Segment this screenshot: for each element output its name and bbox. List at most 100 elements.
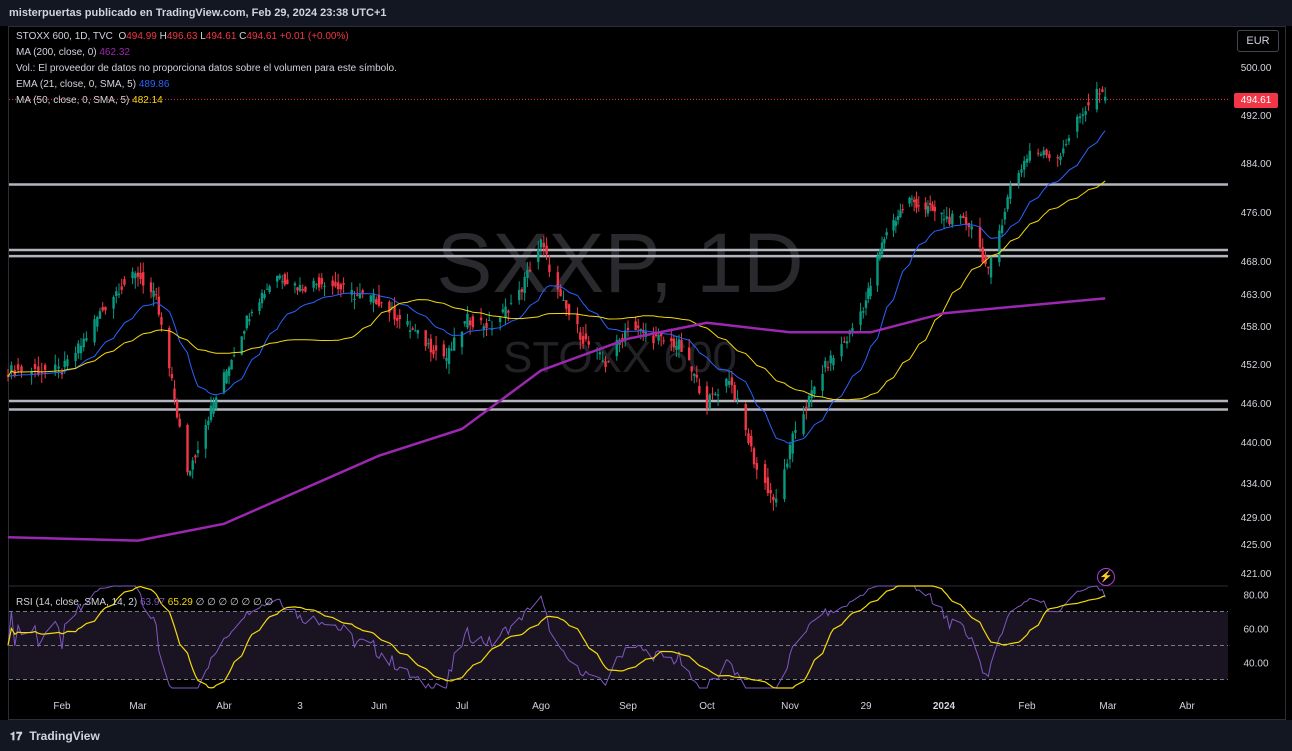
rsi-tick-label: 60.00	[1243, 625, 1268, 636]
candle-body	[424, 330, 427, 347]
ma200-legend[interactable]: MA (200, close, 0) 462.32	[16, 47, 130, 58]
candle-body	[675, 345, 678, 350]
volume-legend[interactable]: Vol.: El proveedor de datos no proporcio…	[16, 63, 397, 74]
candle-body	[427, 343, 430, 345]
price-tick-label: 434.00	[1241, 479, 1272, 490]
candle-body	[829, 355, 832, 364]
candle-body	[864, 300, 868, 308]
candle-body	[896, 216, 900, 220]
candle-body	[227, 367, 231, 376]
price-tick-label: 421.00	[1241, 569, 1272, 580]
candle-body	[281, 281, 284, 283]
candle-body	[463, 321, 466, 324]
price-tick-label: 476.00	[1241, 208, 1272, 219]
candle-body	[115, 291, 118, 296]
last-price-badge: 494.61	[1234, 93, 1278, 108]
candle-body	[120, 286, 123, 290]
candle-body	[104, 306, 107, 311]
footer-brand: TradingView	[29, 729, 100, 743]
tradingview-logo[interactable]: 𝟏𝟕 TradingView	[10, 729, 100, 744]
candle-body	[526, 270, 529, 278]
close-value: 494.61	[246, 31, 277, 42]
candle-body	[243, 331, 246, 334]
time-tick-label: Oct	[699, 701, 715, 712]
candle-body	[1020, 169, 1023, 173]
candle-body	[33, 364, 37, 369]
candle-body	[85, 338, 88, 341]
candle-body	[225, 370, 228, 384]
candle-body	[687, 347, 691, 360]
candle-body	[791, 433, 794, 454]
candle-body	[369, 295, 373, 302]
candle-body	[43, 364, 47, 371]
candle-body	[155, 294, 158, 296]
candle-body	[188, 471, 192, 476]
price-tick-label: 440.00	[1241, 438, 1272, 449]
candle-body	[408, 330, 412, 332]
candle-body	[766, 477, 770, 494]
candle-body	[209, 405, 213, 421]
candle-body	[149, 282, 153, 293]
candle-body	[639, 328, 642, 331]
candle-body	[899, 210, 902, 217]
rsi-legend[interactable]: RSI (14, close, SMA, 14, 2) 63.97 65.29 …	[16, 597, 273, 608]
candle-body	[878, 252, 881, 259]
candle-body	[862, 311, 865, 313]
candle-body	[604, 361, 607, 368]
candle-body	[783, 469, 786, 500]
candle-body	[518, 289, 521, 301]
candle-body	[178, 418, 181, 427]
candle-body	[880, 242, 884, 255]
candle-body	[642, 330, 645, 333]
candle-body	[752, 448, 756, 465]
ma200-value: 462.32	[99, 47, 130, 58]
candle-body	[296, 287, 299, 291]
rsi-tick-label: 40.00	[1243, 659, 1268, 670]
candle-body	[445, 358, 448, 361]
candle-body	[74, 352, 77, 362]
candle-body	[523, 276, 526, 293]
candle-body	[652, 335, 655, 344]
candle-body	[851, 328, 854, 333]
candle-body	[1003, 211, 1007, 220]
ma50-legend[interactable]: MA (50, close, 0, SMA, 5) 482.14	[16, 95, 163, 106]
ma50-line	[7, 180, 1106, 401]
candle-body	[278, 275, 281, 279]
ema21-line	[7, 130, 1106, 444]
candle-body	[101, 306, 104, 311]
candle-body	[892, 219, 895, 231]
candle-body	[774, 498, 778, 503]
candle-body	[970, 226, 973, 230]
candle-body	[528, 269, 532, 272]
low-label: L	[200, 31, 206, 42]
candle-body	[207, 420, 210, 425]
candle-body	[301, 289, 304, 291]
candle-body	[334, 281, 337, 287]
candle-body	[901, 208, 904, 211]
ma200-line	[7, 297, 1106, 542]
lightning-icon[interactable]: ⚡	[1097, 568, 1115, 586]
candle-body	[598, 352, 602, 355]
candle-body	[695, 374, 699, 378]
candle-body	[248, 319, 251, 322]
candle-body	[959, 216, 962, 219]
candle-body	[727, 380, 731, 385]
candle-body	[772, 496, 775, 501]
candle-body	[545, 245, 548, 255]
candle-body	[601, 360, 604, 362]
candle-body	[377, 294, 381, 306]
rsi-tick-label: 80.00	[1243, 591, 1268, 602]
currency-button[interactable]: EUR	[1237, 30, 1279, 52]
time-tick-label: Jun	[371, 701, 387, 712]
price-tick-label: 425.00	[1241, 540, 1272, 551]
candle-body	[802, 414, 805, 435]
time-tick-label: Ago	[532, 701, 550, 712]
price-tick-label: 452.00	[1241, 360, 1272, 371]
candle-body	[539, 239, 543, 248]
candle-body	[117, 293, 121, 296]
candle-body	[805, 406, 808, 410]
candle-body	[380, 302, 383, 304]
candle-body	[411, 328, 414, 330]
ema21-legend[interactable]: EMA (21, close, 0, SMA, 5) 489.86	[16, 79, 169, 90]
